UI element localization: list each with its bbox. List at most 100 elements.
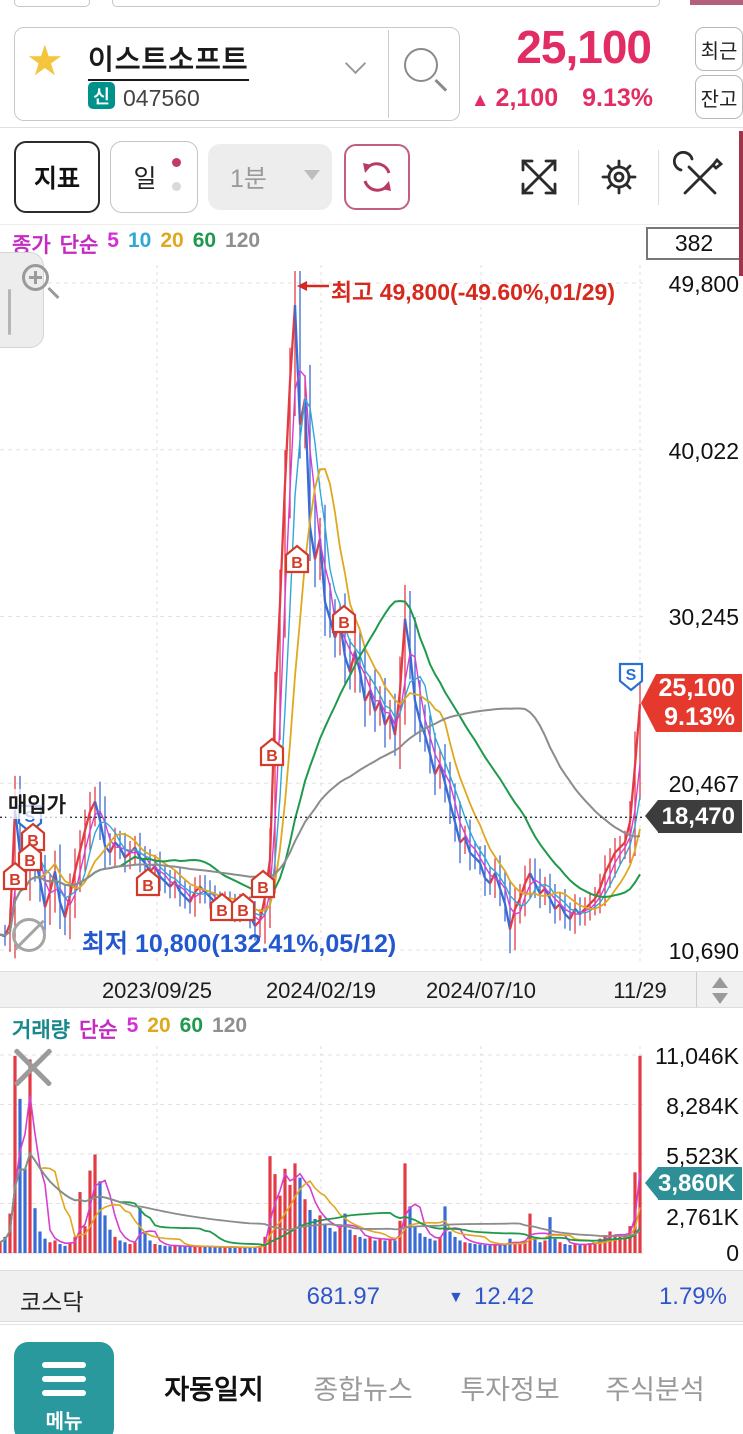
index-name: 코스닥 bbox=[20, 1289, 84, 1315]
indicator-button[interactable]: 지표 bbox=[14, 141, 100, 213]
legend-item: 120 bbox=[225, 229, 261, 252]
svg-text:B: B bbox=[266, 748, 278, 765]
svg-text:B: B bbox=[257, 880, 269, 897]
legend-item: 5 bbox=[107, 229, 119, 252]
volume-ma-legend: 거래량 단순 5 20 60 120 bbox=[12, 1014, 247, 1044]
current-price: 25,100 bbox=[516, 21, 652, 73]
zoom-out-icon[interactable] bbox=[12, 918, 52, 958]
legend-item: 60 bbox=[192, 229, 217, 252]
trade-marker-B: B bbox=[259, 737, 285, 767]
trade-marker-B: B bbox=[331, 604, 357, 634]
volume-axis-label: 0 bbox=[726, 1240, 739, 1266]
index-change: 12.42 bbox=[474, 1283, 535, 1310]
price-axis-label: 10,690 bbox=[668, 938, 739, 964]
tab-stock-analysis[interactable]: 주식분석 bbox=[605, 1375, 705, 1405]
trade-marker-B: B bbox=[250, 869, 276, 899]
spinner-up-icon[interactable] bbox=[712, 977, 728, 988]
favorite-star-icon[interactable]: ★ bbox=[26, 37, 64, 84]
price-axis-label: 49,800 bbox=[668, 271, 739, 297]
kosdaq-index-bar[interactable] bbox=[0, 1270, 743, 1322]
drawer-thumb bbox=[8, 289, 11, 335]
svg-text:B: B bbox=[291, 555, 303, 572]
close-panel-icon[interactable] bbox=[10, 1044, 56, 1090]
daily-inactive-dot bbox=[172, 182, 181, 191]
svg-text:B: B bbox=[9, 872, 21, 889]
trade-marker-B: B bbox=[20, 822, 46, 852]
legend-item: 20 bbox=[147, 1014, 171, 1037]
menu-button[interactable]: 메뉴 bbox=[14, 1342, 114, 1434]
settings-button[interactable] bbox=[593, 151, 645, 203]
price-change-pct: 9.13% bbox=[582, 84, 653, 112]
date-axis-band[interactable] bbox=[0, 971, 743, 1008]
price-change-value: ▲ 2,100 bbox=[471, 84, 558, 113]
tab-invest-info[interactable]: 투자정보 bbox=[460, 1375, 560, 1405]
trade-marker-B: B bbox=[209, 892, 235, 922]
avg-buy-price-label: 매입가 bbox=[6, 789, 68, 819]
refresh-button[interactable] bbox=[344, 144, 410, 210]
spinner-down-icon[interactable] bbox=[712, 993, 728, 1004]
top-partial-searchbar bbox=[112, 0, 660, 7]
wrench-screwdriver-icon bbox=[672, 150, 724, 195]
price-axis-label: 40,022 bbox=[668, 438, 739, 464]
volume-axis-label: 11,046K bbox=[655, 1043, 739, 1069]
stock-name: 이스트소프트 bbox=[88, 38, 249, 81]
zoom-in-icon[interactable] bbox=[22, 264, 62, 308]
trade-marker-B: B bbox=[230, 892, 256, 922]
daily-interval-button[interactable]: 일 bbox=[110, 141, 198, 213]
fullscreen-expand-icon bbox=[521, 159, 557, 195]
avg-buy-price-tag: 18,470 bbox=[645, 800, 742, 833]
zoom-in-circle bbox=[22, 264, 49, 291]
price-change: ▲ 2,100 9.13% bbox=[471, 84, 653, 113]
current-volume-tag: 3,860K bbox=[645, 1167, 742, 1200]
volume-axis-label: 5,523K bbox=[666, 1143, 739, 1169]
svg-text:B: B bbox=[216, 903, 228, 920]
legend-item: 거래량 bbox=[12, 1019, 70, 1042]
legend-item: 단순 bbox=[78, 1019, 118, 1042]
svg-text:B: B bbox=[237, 903, 249, 920]
spinner-separator bbox=[696, 972, 697, 1007]
trade-marker-B: B bbox=[284, 544, 310, 574]
bottom-nav bbox=[0, 1324, 743, 1434]
legend-item: 5 bbox=[126, 1014, 139, 1037]
toolbar-separator bbox=[578, 150, 579, 205]
search-icon[interactable] bbox=[404, 48, 438, 82]
top-partial-right bbox=[690, 0, 743, 5]
hamburger-icon bbox=[42, 1390, 86, 1396]
dropdown-arrow-icon bbox=[304, 170, 320, 180]
toolbar-separator bbox=[658, 150, 659, 205]
daily-active-dot bbox=[172, 158, 181, 167]
date-axis-label: 11/29 bbox=[613, 978, 667, 1003]
legend-item: 단순 bbox=[59, 234, 99, 257]
legend-item: 10 bbox=[127, 229, 152, 252]
zoom-in-plus bbox=[34, 271, 37, 284]
tab-news[interactable]: 종합뉴스 bbox=[313, 1375, 413, 1405]
fullscreen-button[interactable] bbox=[513, 151, 565, 203]
scroll-indicator[interactable] bbox=[739, 131, 743, 276]
balance-button[interactable]: 잔고 bbox=[695, 75, 743, 119]
down-triangle-icon: ▼ bbox=[448, 1289, 464, 1306]
header-divider bbox=[0, 127, 743, 128]
legend-item: 종가 bbox=[12, 234, 51, 257]
index-change-pct: 1.79% bbox=[658, 1283, 727, 1310]
svg-text:B: B bbox=[338, 615, 350, 632]
volume-axis-label: 2,761K bbox=[666, 1204, 739, 1230]
date-axis-label: 2024/07/10 bbox=[425, 978, 537, 1003]
tools-button[interactable] bbox=[672, 150, 725, 203]
hamburger-icon bbox=[42, 1362, 86, 1368]
recent-button[interactable]: 최근 bbox=[695, 27, 743, 71]
current-price-tag: 25,100 9.13% bbox=[641, 674, 742, 732]
gear-icon bbox=[601, 159, 637, 195]
index-value: 681.97 bbox=[306, 1283, 380, 1310]
up-triangle-icon: ▲ bbox=[470, 90, 490, 111]
new-stock-badge: 신 bbox=[88, 82, 115, 109]
trade-marker-S: S bbox=[618, 662, 644, 692]
volume-axis-label: 8,284K bbox=[666, 1093, 739, 1119]
price-axis-label: 30,245 bbox=[668, 604, 739, 630]
tab-auto-journal[interactable]: 자동일지 bbox=[164, 1375, 264, 1405]
svg-text:B: B bbox=[27, 833, 39, 850]
toolbar-divider bbox=[0, 224, 743, 225]
current-price-tag-pct: 9.13% bbox=[664, 703, 735, 731]
trade-marker-B: B bbox=[135, 867, 161, 897]
stock-code: 047560 bbox=[123, 85, 200, 111]
